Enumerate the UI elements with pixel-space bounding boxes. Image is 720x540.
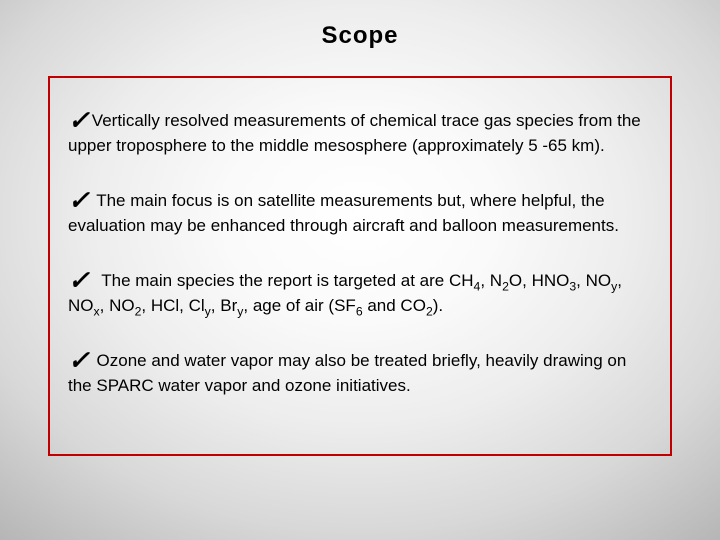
content-box: ✓Vertically resolved measurements of che… bbox=[48, 76, 672, 456]
bullet-2: ✓ The main focus is on satellite measure… bbox=[68, 180, 652, 238]
bullet-4-text: Ozone and water vapor may also be treate… bbox=[68, 351, 626, 395]
slide-title: Scope bbox=[0, 0, 720, 50]
bullet-3: ✓ The main species the report is targete… bbox=[68, 260, 652, 318]
bullet-1-text: Vertically resolved measurements of chem… bbox=[68, 111, 641, 155]
bullet-3-text: The main species the report is targeted … bbox=[68, 271, 622, 315]
bullet-2-text: The main focus is on satellite measureme… bbox=[68, 191, 619, 235]
bullet-4: ✓ Ozone and water vapor may also be trea… bbox=[68, 340, 652, 398]
checkmark-icon: ✓ bbox=[68, 105, 90, 135]
checkmark-icon: ✓ bbox=[68, 345, 90, 375]
checkmark-icon: ✓ bbox=[68, 265, 90, 295]
checkmark-icon: ✓ bbox=[68, 185, 90, 215]
bullet-1: ✓Vertically resolved measurements of che… bbox=[68, 100, 652, 158]
